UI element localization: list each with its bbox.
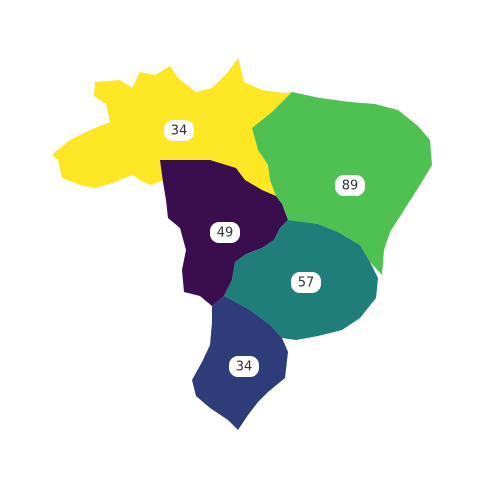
region-northeast-value: 89 — [342, 179, 359, 194]
label-badge — [335, 175, 365, 196]
label-badge — [164, 120, 194, 141]
region-north-value: 34 — [171, 124, 188, 139]
label-badge — [210, 222, 240, 243]
region-south-label: 34 — [229, 356, 259, 377]
region-center-west-value: 49 — [217, 226, 234, 241]
region-southeast-label: 57 — [291, 272, 321, 293]
region-north-label: 34 — [164, 120, 194, 141]
label-badge — [229, 356, 259, 377]
region-south-value: 34 — [236, 360, 253, 375]
label-badge — [291, 272, 321, 293]
region-center-west-label: 49 — [210, 222, 240, 243]
region-northeast-label: 89 — [335, 175, 365, 196]
region-southeast-value: 57 — [298, 276, 315, 291]
